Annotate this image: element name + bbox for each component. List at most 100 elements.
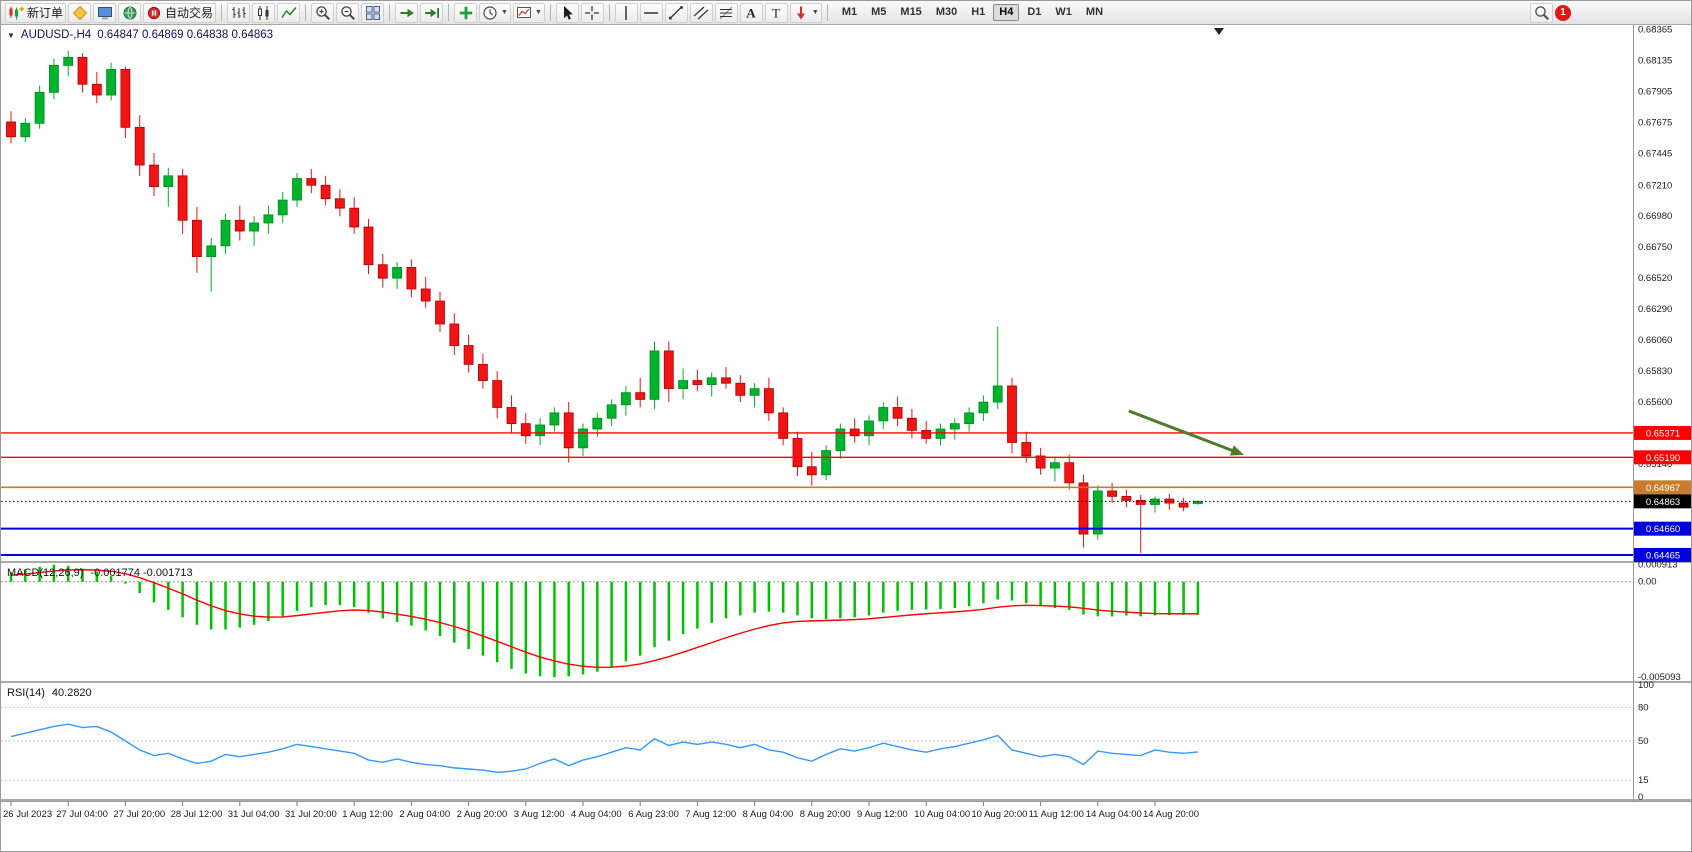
candle-body [1007, 385, 1017, 443]
rsi-value: 40.2820 [51, 687, 92, 699]
chart-canvas[interactable]: 0.68365 0.68135 0.67905 0.67675 0.67445 0.672… [1, 25, 1692, 852]
macd-histogram-bar [953, 581, 957, 608]
trend-arrow[interactable] [1128, 409, 1238, 454]
macd-histogram-bar [410, 581, 413, 626]
templates-button[interactable]: ▼ [512, 2, 545, 23]
candle-body [1078, 482, 1089, 535]
new-order-button[interactable]: 新订单 [5, 2, 67, 23]
timeframe-m1-button[interactable]: M1 [841, 6, 858, 18]
auto-scroll-button[interactable] [395, 2, 419, 23]
text-label-icon: T [772, 5, 780, 20]
macd-histogram-bar [295, 581, 299, 611]
collapse-triangle-icon[interactable]: ▼ [7, 30, 15, 40]
price-tag-label: 0.64863 [1646, 497, 1680, 508]
autotrading-button[interactable]: 自动交易 [143, 2, 217, 23]
indicators-button[interactable] [454, 2, 478, 23]
candle-body [1050, 462, 1060, 469]
terminal-icon [97, 6, 112, 19]
candle-body [77, 56, 88, 85]
candle-body [878, 407, 889, 422]
candle-body [149, 164, 159, 188]
chart-shift-button[interactable] [420, 2, 444, 23]
macd-histogram-bar [510, 581, 513, 669]
notification-badge[interactable]: 1 [1555, 4, 1571, 21]
macd-histogram-bar [567, 581, 570, 677]
macd-histogram-bar [1010, 581, 1014, 601]
zoom-out-button[interactable] [336, 2, 360, 23]
candle-body [764, 388, 774, 414]
rsi-panel: 100 80 50 15 0 [1, 680, 1654, 803]
crosshair-button[interactable] [580, 2, 604, 23]
toolbar-separator [608, 4, 610, 21]
macd-histogram-bar [66, 565, 70, 582]
candle-body [549, 412, 560, 426]
crosshair-icon [585, 5, 600, 20]
timeframe-m15-button[interactable]: M15 [900, 6, 922, 18]
candle-body [835, 428, 846, 451]
timeframe-d1-button[interactable]: D1 [1027, 6, 1042, 18]
macd-axis-label: 0.000913 [1638, 560, 1678, 571]
text-label-button[interactable]: T [764, 2, 788, 23]
macd-histogram-bar [181, 581, 184, 618]
candle-body [49, 65, 59, 93]
macd-histogram-bar [1125, 581, 1128, 616]
periods-button[interactable]: ▼ [479, 2, 511, 23]
candle-body [735, 382, 746, 396]
metaeditor-button[interactable] [68, 2, 92, 23]
price-axis-label: 0.66060 [1638, 335, 1672, 346]
line-chart-button[interactable] [277, 2, 301, 23]
cursor-button[interactable] [555, 2, 579, 23]
autotrading-label: 自动交易 [165, 6, 214, 20]
macd-histogram-bar [767, 581, 771, 612]
candle-body [91, 83, 102, 96]
panel-separator[interactable] [1, 681, 1692, 683]
arrows-button[interactable]: ▼ [789, 2, 822, 23]
timeframe-w1-button[interactable]: W1 [1055, 6, 1072, 18]
candle-body [749, 388, 760, 396]
candle-body [892, 407, 903, 419]
channel-button[interactable] [689, 2, 713, 23]
candle-chart-button[interactable] [252, 2, 276, 23]
macd-histogram-bar [195, 581, 199, 625]
market-watch-button[interactable] [118, 2, 142, 23]
candle-body [678, 380, 688, 390]
rsi-label: RSI(14) 40.2820 [7, 687, 92, 699]
candle-body [492, 380, 503, 408]
text-button[interactable]: A [739, 2, 763, 23]
macd-axis-label: 0.00 [1638, 577, 1657, 588]
chart-shift-marker[interactable] [1214, 28, 1224, 35]
timeframe-m5-button[interactable]: M5 [871, 6, 887, 18]
panel-separator[interactable] [1, 561, 1692, 563]
macd-histogram-bar [538, 581, 542, 677]
macd-histogram-bar [724, 581, 728, 619]
timeframe-h4-button[interactable]: H4 [993, 4, 1020, 21]
bar-chart-button[interactable] [227, 2, 251, 23]
candle-body [363, 226, 374, 266]
macd-histogram-bar [739, 581, 742, 616]
candle-body [1107, 490, 1117, 497]
terminal-button[interactable] [93, 2, 117, 23]
candle-body [506, 407, 517, 425]
macd-histogram-bar [395, 581, 399, 622]
macd-histogram-bar [152, 581, 156, 603]
candle-body [907, 417, 917, 431]
horizontal-line-button[interactable] [639, 2, 663, 23]
timeframe-h1-button[interactable]: H1 [971, 6, 986, 18]
candle-body [306, 178, 317, 186]
candle-body [921, 429, 932, 439]
timeframe-buttons: M1 M5 M15 M30 H1 H4 D1 W1 MN [836, 4, 1109, 21]
macd-histogram-bar [352, 581, 356, 608]
search-button[interactable] [1530, 2, 1553, 23]
candle-body [191, 219, 202, 258]
fibonacci-button[interactable] [714, 2, 738, 23]
panel-separator[interactable] [1, 799, 1692, 801]
trendline-button[interactable] [664, 2, 688, 23]
timeframe-m30-button[interactable]: M30 [935, 6, 958, 18]
time-axis-label: 14 Aug 04:00 [1086, 809, 1142, 820]
timeframe-mn-button[interactable]: MN [1085, 6, 1104, 18]
macd-histogram-bar [367, 581, 370, 613]
zoom-in-button[interactable] [311, 2, 335, 23]
tile-windows-button[interactable] [361, 2, 385, 23]
vertical-line-button[interactable] [614, 2, 638, 23]
candle-body [263, 214, 274, 224]
